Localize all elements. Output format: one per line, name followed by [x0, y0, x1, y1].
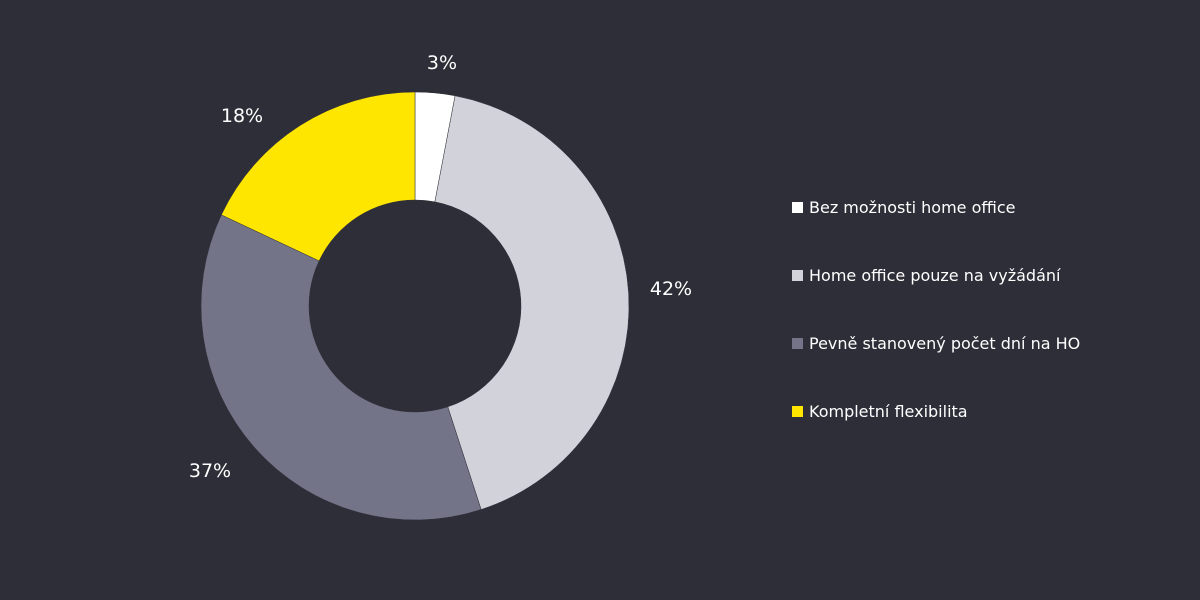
data-label: 18%: [221, 105, 263, 127]
data-label: 42%: [650, 278, 692, 300]
data-label: 3%: [427, 52, 457, 74]
legend-swatch: [792, 337, 803, 349]
legend: Bez možnosti home office Home office pou…: [792, 196, 1080, 468]
data-label: 37%: [189, 460, 231, 482]
donut-slice: [434, 95, 630, 510]
legend-label: Pevně stanovený počet dní na HO: [809, 333, 1081, 353]
legend-item: Kompletní flexibilita: [792, 400, 1080, 422]
legend-item: Bez možnosti home office: [792, 196, 1080, 218]
legend-label: Bez možnosti home office: [809, 197, 1016, 217]
legend-swatch: [792, 201, 803, 213]
legend-swatch: [792, 269, 803, 281]
legend-item: Pevně stanovený počet dní na HO: [792, 332, 1080, 354]
legend-item: Home office pouze na vyžádání: [792, 264, 1080, 286]
donut-slice: [221, 91, 416, 262]
legend-label: Kompletní flexibilita: [809, 401, 968, 421]
legend-swatch: [792, 405, 803, 417]
legend-label: Home office pouze na vyžádání: [809, 265, 1061, 285]
donut-slice: [200, 214, 482, 521]
